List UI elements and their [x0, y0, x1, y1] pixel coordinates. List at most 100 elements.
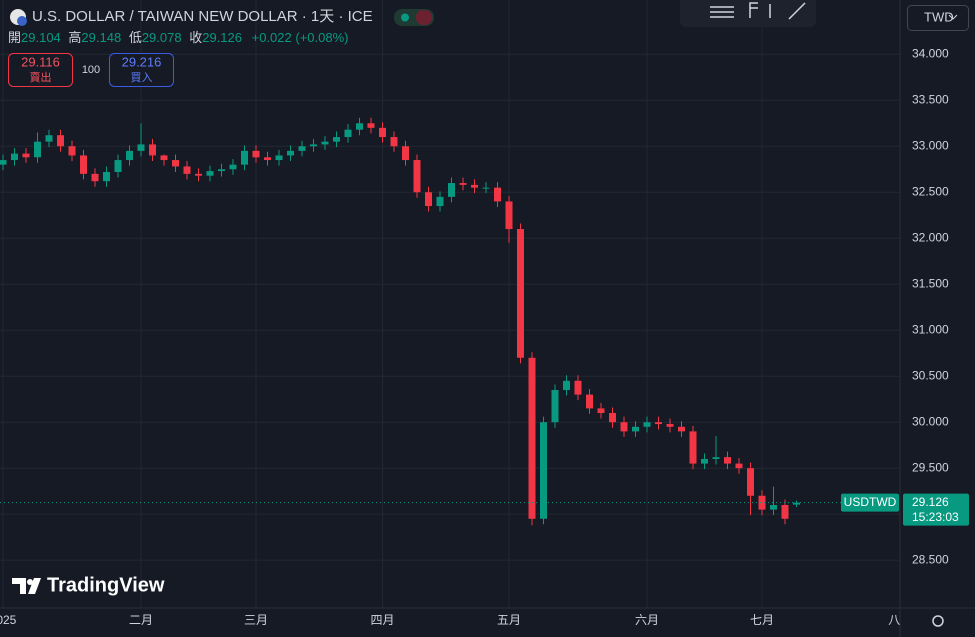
x-tick-label: 五月	[497, 613, 521, 627]
candle-body	[655, 422, 662, 425]
toolbar-icons[interactable]	[710, 2, 806, 20]
quantity: 100	[82, 64, 100, 76]
candle-body	[333, 137, 340, 142]
brand-logo	[12, 578, 41, 594]
candle-body	[770, 504, 777, 510]
candle-body	[310, 144, 317, 147]
x-tick-label: 八	[888, 613, 900, 627]
status-dot	[401, 13, 409, 22]
change: +0.022 (+0.08%)	[252, 30, 349, 45]
buy-label: 買入	[131, 71, 153, 84]
candle-body	[195, 173, 202, 176]
candle-body	[517, 229, 524, 358]
candle-body	[0, 160, 7, 165]
candle-body	[241, 150, 248, 165]
candle-body	[597, 408, 605, 413]
candle-body	[563, 380, 570, 391]
y-tick-label: 30.500	[912, 368, 949, 382]
candle-body	[379, 127, 386, 138]
candle-body	[482, 187, 490, 189]
candle-body	[252, 150, 260, 158]
candle-body	[229, 164, 237, 170]
candle-body	[218, 169, 225, 172]
candle-body	[425, 192, 432, 207]
candle-body	[678, 426, 685, 432]
buy-price: 29.216	[122, 54, 162, 69]
candle-body	[448, 183, 455, 197]
candle-body	[321, 141, 329, 145]
ohlc-header: 開29.104 高29.148 低29.078 收29.126 +0.022 (…	[8, 30, 348, 45]
x-tick-label: 四月	[370, 613, 394, 627]
candle-body	[747, 468, 754, 496]
y-tick-label: 33.500	[912, 92, 949, 106]
settings-icon[interactable]	[932, 615, 944, 627]
high-value: 29.148	[81, 30, 121, 45]
y-tick-label: 30.000	[912, 414, 949, 428]
candle-body	[643, 422, 651, 427]
currency-button[interactable]	[907, 5, 969, 31]
close-label: 收	[189, 30, 202, 45]
candle-body	[413, 160, 421, 193]
candle-body	[137, 144, 145, 151]
candle-body	[781, 504, 789, 519]
x-tick-label: 二月	[129, 613, 153, 627]
candle-body	[45, 135, 53, 142]
candle-body	[183, 166, 191, 174]
status-icon	[416, 10, 432, 25]
brand: TradingView	[47, 574, 165, 596]
candle-body	[666, 424, 674, 427]
brand-logo	[27, 579, 33, 585]
price-tag-value: 29.126	[912, 495, 949, 509]
candle-body	[149, 144, 156, 156]
candle-body	[103, 172, 110, 182]
candle-body	[632, 426, 639, 432]
high-label: 高	[68, 30, 81, 45]
y-tick-label: 31.500	[912, 276, 949, 290]
candle-body	[22, 153, 30, 158]
y-tick-label: 33.000	[912, 138, 949, 152]
dropdown-arrow	[948, 14, 958, 20]
y-tick-label: 34.000	[912, 46, 949, 60]
candle-body	[494, 187, 501, 202]
open-value: 29.104	[21, 30, 61, 45]
candle-body	[126, 150, 133, 161]
toolbar	[680, 0, 816, 27]
candle-body	[793, 502, 800, 505]
x-tick-label: 三月	[244, 613, 268, 627]
candles	[0, 117, 900, 526]
axis-layer: 28.50029.00029.50030.00030.50031.00031.5…	[0, 46, 969, 627]
open-label: 開	[8, 30, 21, 45]
candle-body	[367, 123, 375, 128]
candle-body	[390, 137, 398, 147]
candle-body	[172, 160, 179, 167]
price-tag	[903, 493, 969, 526]
candle-body	[701, 458, 708, 464]
buy-button[interactable]	[109, 53, 174, 87]
candle-body	[206, 171, 214, 176]
candle-body	[91, 173, 99, 182]
y-tick-label: 28.500	[912, 552, 949, 566]
symbol-tag-label: USDTWD	[844, 495, 897, 509]
chart-title: U.S. DOLLAR / TAIWAN NEW DOLLAR · 1天 · I…	[32, 8, 373, 25]
symbol-logo	[17, 16, 27, 26]
candle-body	[586, 394, 593, 409]
candle-body	[574, 380, 582, 395]
sell-button[interactable]	[8, 53, 73, 87]
candle-body	[356, 123, 363, 130]
x-tick-label: 2025	[0, 613, 17, 627]
candle-body	[551, 390, 559, 423]
candle-body	[471, 184, 478, 188]
x-tick-label: 七月	[750, 613, 774, 627]
candle-body	[34, 141, 41, 158]
candle-body	[436, 196, 444, 207]
candle-body	[528, 357, 536, 519]
currency: TWD	[924, 9, 954, 24]
symbol-tag	[841, 493, 899, 512]
candle-body	[712, 457, 720, 459]
candle-body	[758, 495, 766, 510]
candle-body	[620, 422, 628, 432]
sell-price: 29.116	[21, 54, 60, 69]
candle-body	[609, 412, 616, 423]
